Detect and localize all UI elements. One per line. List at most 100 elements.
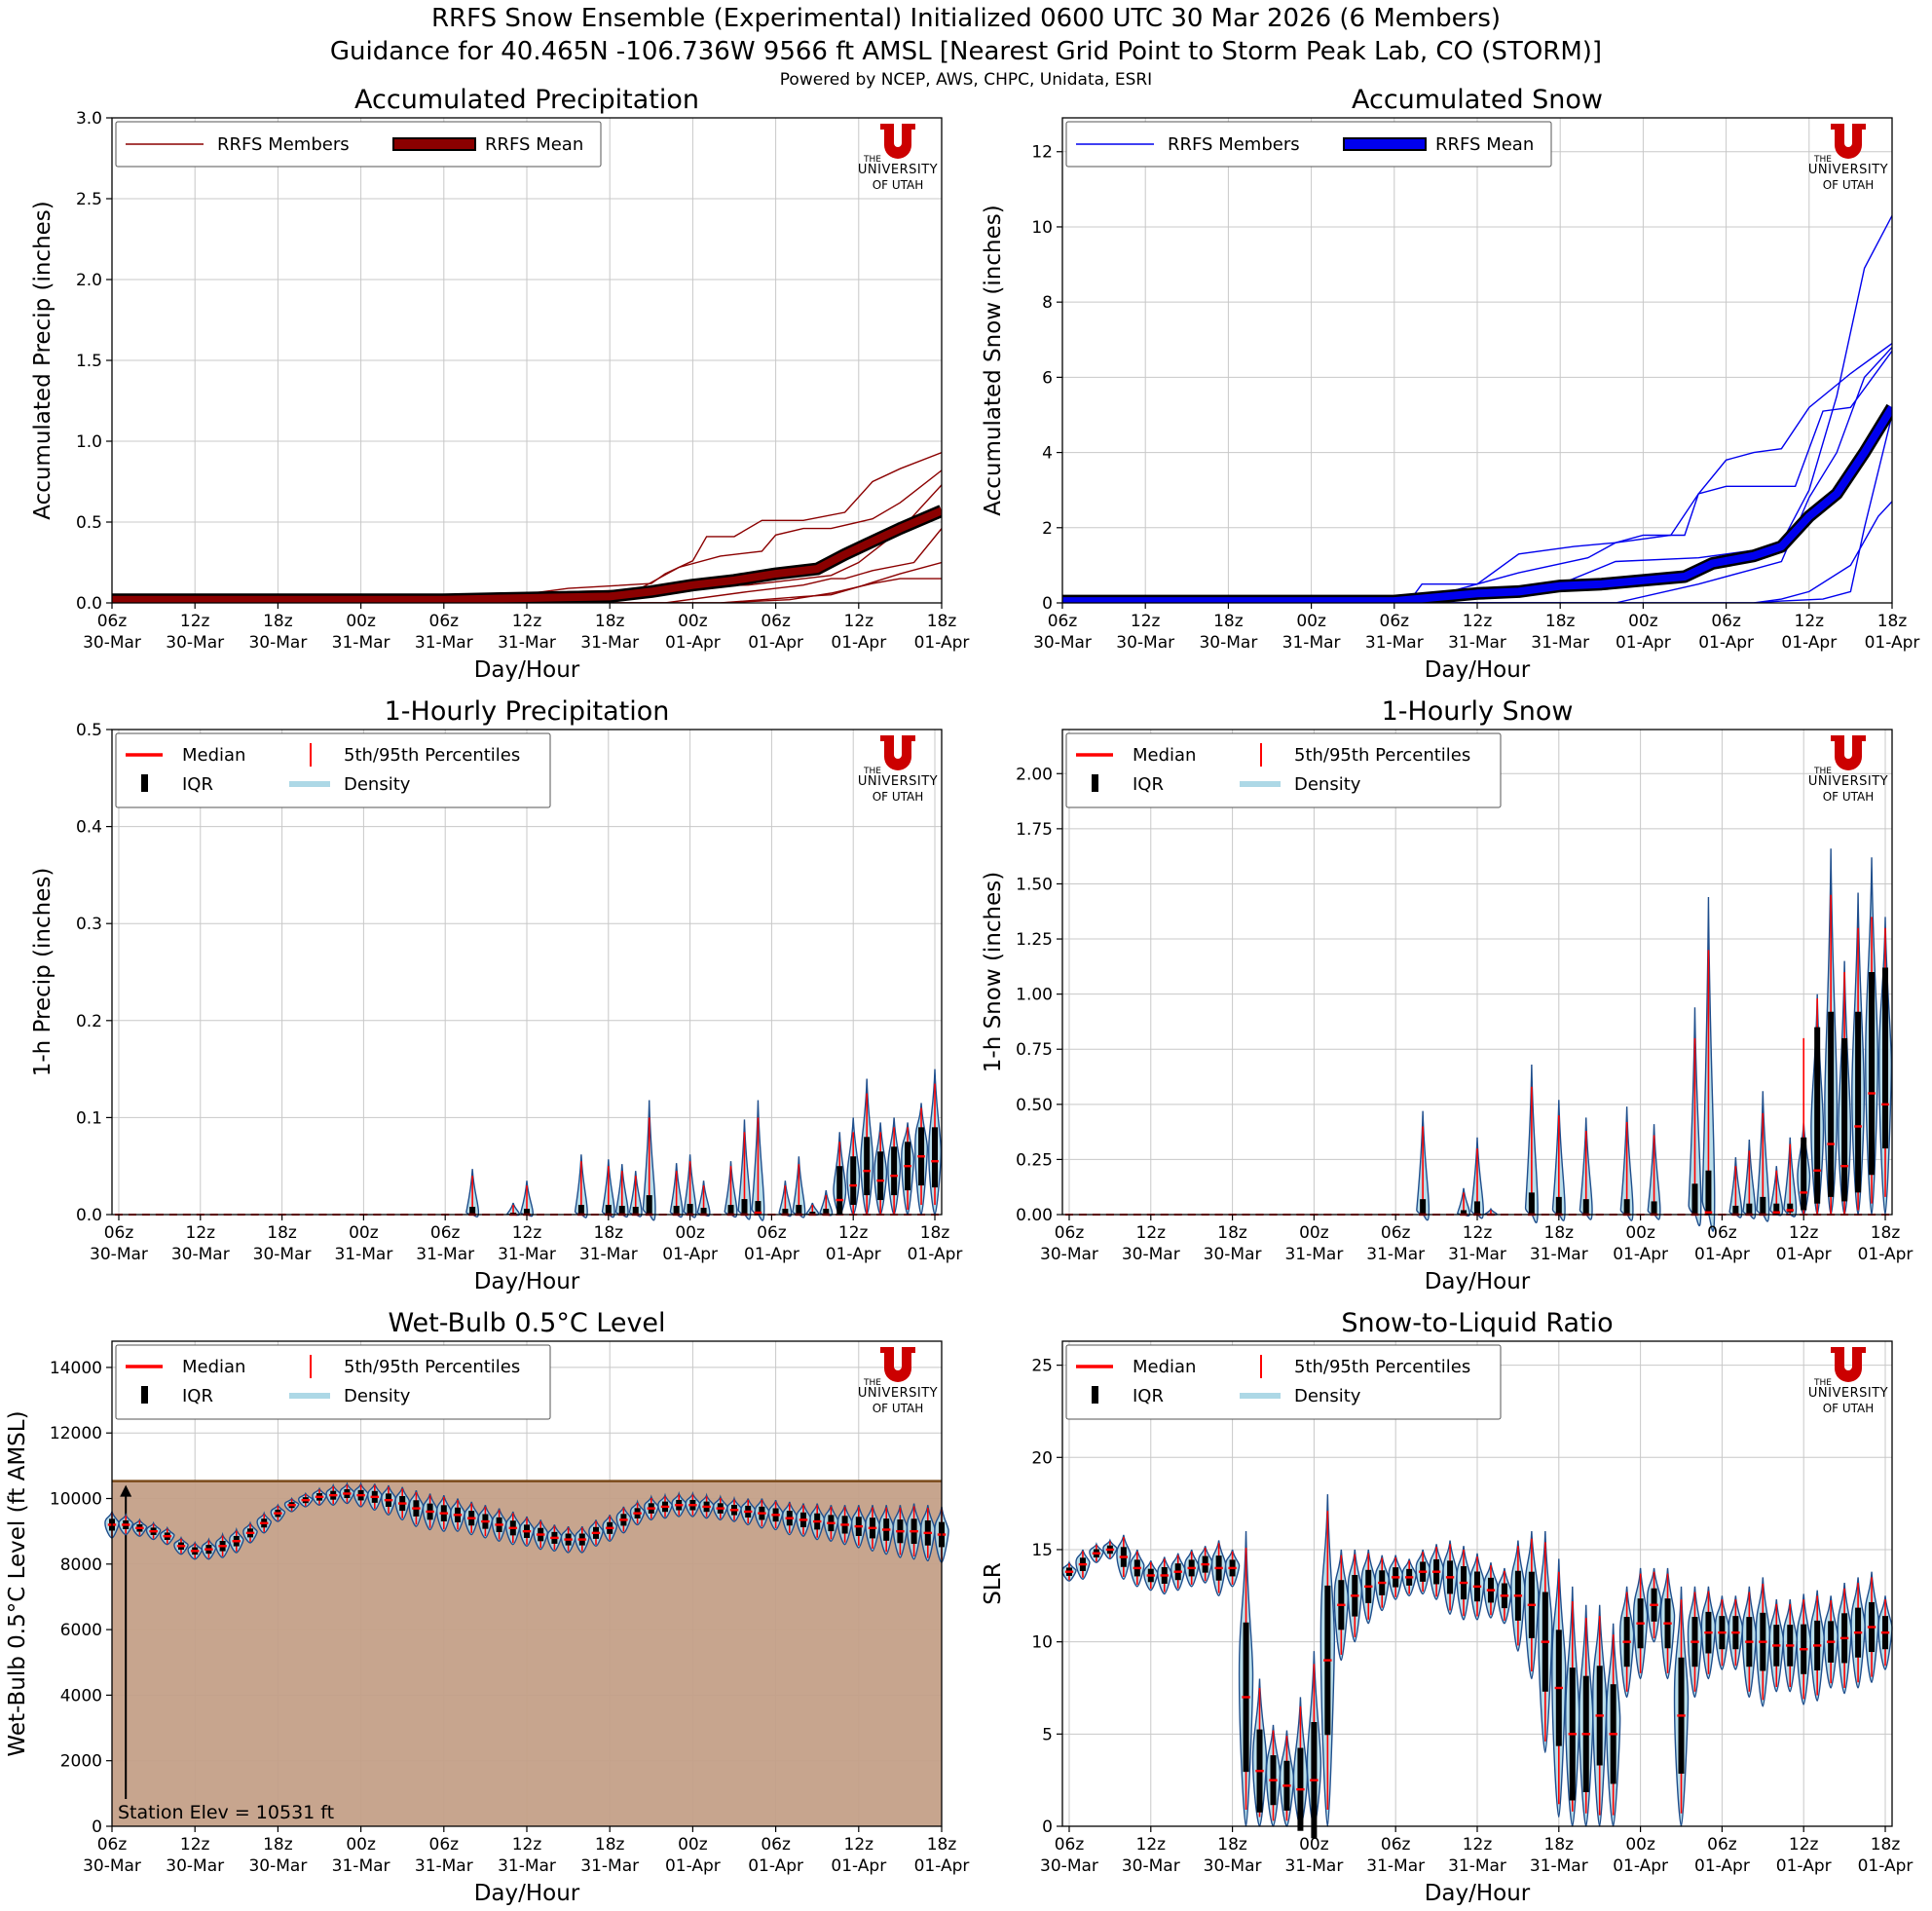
legend-percentile-label: 5th/95th Percentiles — [344, 1357, 520, 1377]
violin-hour-40 — [657, 1492, 673, 1519]
y-tick-label: 6 — [1042, 368, 1053, 388]
logo-text-the: THE — [863, 1378, 881, 1388]
x-tick-label-date: 01-Apr — [826, 1245, 881, 1264]
x-tick-label-hour: 00z — [1299, 1835, 1329, 1855]
x-tick-label-date: 31-Mar — [416, 1245, 474, 1264]
member-series-line — [1062, 350, 1892, 603]
violin-hour-38 — [629, 1499, 646, 1526]
y-tick-label: 0.00 — [1016, 1206, 1053, 1225]
violin-hour-7 — [1157, 1556, 1172, 1595]
x-tick-label-date: 01-Apr — [1858, 1856, 1913, 1876]
violin-iqr-box — [1869, 972, 1876, 1176]
violin-iqr-box — [1461, 1210, 1468, 1215]
violin-hour-57 — [1837, 1583, 1852, 1695]
violin-hour-59 — [1864, 1571, 1879, 1684]
violin-hour-33 — [560, 1525, 576, 1554]
x-tick-label-date: 31-Mar — [332, 1856, 390, 1876]
violin-hour-0 — [1061, 1560, 1077, 1582]
x-axis-label: Day/Hour — [1425, 1881, 1531, 1906]
violin-iqr-box — [524, 1209, 530, 1215]
y-tick-label: 0.4 — [76, 818, 102, 838]
x-tick-label-hour: 06z — [97, 612, 128, 631]
x-tick-label-date: 01-Apr — [665, 1856, 721, 1876]
y-axis-label: SLR — [981, 1562, 1006, 1604]
chart-panel-2: 06z 30-Mar 12z 30-Mar 18z 30-Mar 00z 31-Mar 06z 3… — [30, 696, 962, 1294]
x-tick-label-date: 01-Apr — [1858, 1245, 1913, 1264]
y-tick-label: 2.00 — [1016, 765, 1053, 784]
y-tick-label: 0 — [1042, 1817, 1053, 1837]
violin-hour-41 — [1618, 1586, 1635, 1699]
violin-hour-8 — [1170, 1553, 1186, 1592]
x-tick-label-hour: 00z — [1296, 612, 1326, 631]
logo-text-the: THE — [863, 155, 881, 165]
x-tick-label-hour: 00z — [1625, 1223, 1655, 1243]
x-tick-label-hour: 06z — [761, 612, 791, 631]
y-tick-label: 0.0 — [76, 594, 102, 614]
violin-iqr-box — [632, 1207, 639, 1215]
x-tick-label-hour: 06z — [761, 1835, 791, 1855]
violin-hour-41 — [671, 1490, 687, 1518]
violin-iqr-box — [1528, 1192, 1535, 1215]
x-tick-label-date: 31-Mar — [1282, 633, 1341, 653]
y-tick-label: 0.75 — [1016, 1040, 1053, 1060]
violin-hour-53 — [836, 1505, 853, 1546]
legend-box — [1065, 1344, 1502, 1420]
x-tick-label-hour: 06z — [1055, 1835, 1085, 1855]
violin-iqr-box — [809, 1212, 816, 1215]
panel-title: Snow-to-Liquid Ratio — [1341, 1308, 1613, 1338]
violin-iqr-box — [1746, 1203, 1753, 1215]
station-elevation-label: Station Elev = 10531 ft — [118, 1802, 334, 1823]
mean-series-line — [112, 506, 942, 603]
violin-hour-24 — [435, 1494, 452, 1532]
y-tick-label: 10 — [1031, 218, 1053, 238]
x-tick-label-date: 01-Apr — [748, 633, 803, 653]
y-tick-label: 3.0 — [76, 109, 102, 129]
legend: RRFS Members RRFS Mean — [115, 121, 602, 168]
x-tick-label-date: 01-Apr — [662, 1245, 718, 1264]
x-tick-label-hour: 06z — [1048, 612, 1078, 631]
violin-hour-12 — [270, 1503, 286, 1522]
legend-iqr-swatch — [1092, 1386, 1098, 1404]
x-tick-label-date: 01-Apr — [1616, 633, 1671, 653]
violin-iqr-box — [891, 1146, 898, 1196]
x-tick-label-hour: 12z — [1463, 612, 1493, 631]
x-tick-label-hour: 00z — [678, 1835, 708, 1855]
violin-iqr-box — [1773, 1203, 1780, 1215]
violin-hour-51 — [1755, 1577, 1771, 1707]
legend: Median IQR 5th/95th Percentiles Density — [1065, 732, 1502, 808]
x-tick-label-hour: 06z — [430, 1223, 461, 1243]
legend-members-label: RRFS Members — [1168, 134, 1300, 155]
violin-iqr-box — [618, 1206, 625, 1215]
x-tick-label-hour: 12z — [1131, 612, 1161, 631]
violin-iqr-box — [1691, 1183, 1698, 1215]
x-tick-label-hour: 18z — [267, 1223, 297, 1243]
chart-panel-4: Station Elev = 10531 ft06z30-Mar12z30-Ma… — [5, 1308, 969, 1906]
legend-members-label: RRFS Members — [217, 134, 350, 155]
legend-iqr-label: IQR — [1133, 774, 1164, 795]
x-tick-label-date: 30-Mar — [1204, 1245, 1262, 1264]
x-tick-label-hour: 00z — [346, 1835, 376, 1855]
x-axis-label: Day/Hour — [1425, 1269, 1531, 1294]
legend-density-label: Density — [344, 1386, 411, 1406]
x-tick-label-date: 31-Mar — [580, 1856, 639, 1876]
violin-hour-21 — [1347, 1549, 1362, 1643]
x-tick-label-hour: 12z — [1789, 1835, 1819, 1855]
y-tick-label: 0 — [1042, 594, 1053, 614]
x-tick-label-date: 30-Mar — [253, 1245, 312, 1264]
y-tick-label: 0.1 — [76, 1108, 102, 1128]
violin-hour-46 — [1687, 1586, 1703, 1699]
violin-hour-7 — [201, 1537, 217, 1560]
legend-median-label: Median — [1133, 745, 1196, 766]
x-tick-label-date: 01-Apr — [1698, 633, 1754, 653]
y-tick-label: 2 — [1042, 519, 1053, 539]
x-tick-label-hour: 06z — [1055, 1223, 1085, 1243]
x-tick-label-hour: 18z — [1544, 1223, 1575, 1243]
legend: Median IQR 5th/95th Percentiles Density — [115, 732, 551, 808]
x-tick-label-date: 31-Mar — [1530, 1245, 1588, 1264]
violin-iqr-box — [700, 1208, 707, 1215]
violin-hour-59 — [914, 1103, 929, 1216]
x-tick-label-date: 01-Apr — [1613, 1245, 1668, 1264]
x-tick-label-hour: 18z — [1871, 1835, 1901, 1855]
violin-hour-15 — [312, 1486, 327, 1506]
